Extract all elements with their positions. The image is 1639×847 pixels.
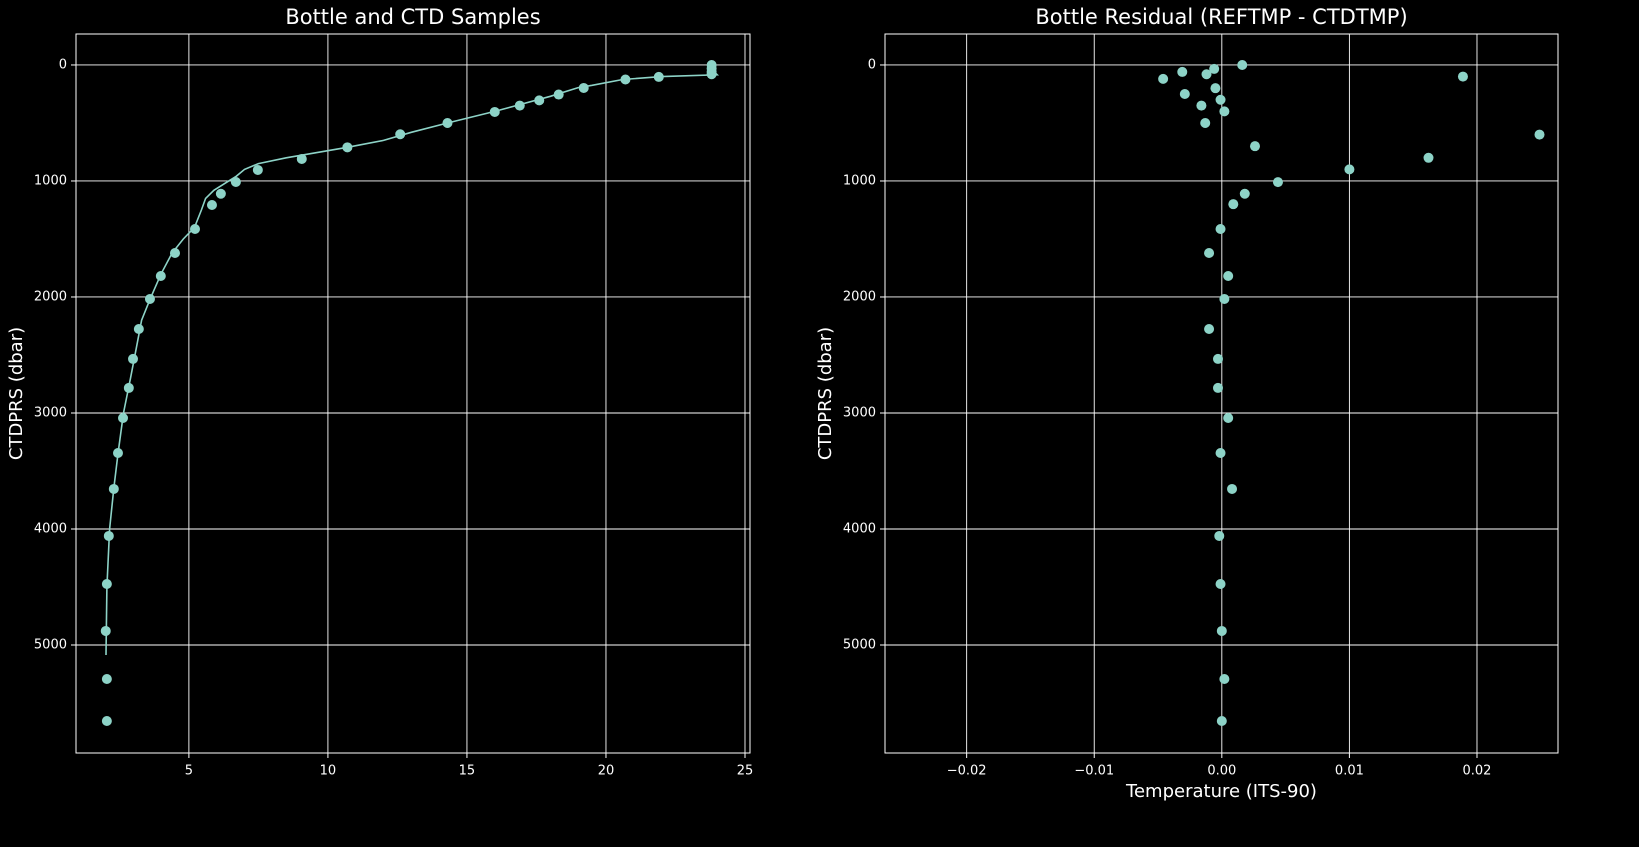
point <box>578 82 589 93</box>
y-tick-label: 5000 <box>34 637 67 652</box>
point <box>1219 293 1230 304</box>
x-tick-label: 15 <box>459 764 476 779</box>
point <box>1227 483 1238 494</box>
point <box>1249 141 1260 152</box>
point <box>1344 164 1355 175</box>
point <box>620 74 631 85</box>
point <box>190 224 201 235</box>
point <box>1219 106 1230 117</box>
point <box>1212 382 1223 393</box>
chart-title: Bottle and CTD Samples <box>285 5 540 29</box>
point <box>1196 100 1207 111</box>
point <box>1204 324 1215 335</box>
point <box>108 483 119 494</box>
point <box>1215 94 1226 105</box>
y-tick-label: 0 <box>59 57 67 72</box>
point <box>103 530 114 541</box>
point <box>1457 71 1468 82</box>
point <box>489 106 500 117</box>
point <box>144 293 155 304</box>
point <box>1210 83 1221 94</box>
point <box>1215 578 1226 589</box>
point <box>1216 715 1227 726</box>
point <box>534 95 545 106</box>
y-axis-label: CTDPRS (dbar) <box>815 327 836 460</box>
y-tick-label: 2000 <box>843 289 876 304</box>
point <box>706 69 717 80</box>
y-tick-label: 5000 <box>843 637 876 652</box>
point <box>101 715 112 726</box>
x-tick-label: 0.00 <box>1207 764 1236 779</box>
point <box>1239 188 1250 199</box>
point <box>1216 625 1227 636</box>
x-tick-label: 25 <box>737 764 754 779</box>
y-tick-label: 3000 <box>843 405 876 420</box>
point <box>1177 66 1188 77</box>
point <box>128 353 139 364</box>
point <box>123 382 134 393</box>
x-axis-label: Temperature (ITS-90) <box>1125 781 1317 802</box>
point <box>1204 248 1215 259</box>
point <box>101 578 112 589</box>
point <box>653 71 664 82</box>
point <box>1423 152 1434 163</box>
point <box>1223 412 1234 423</box>
x-tick-label: 0.02 <box>1463 764 1492 779</box>
point <box>442 117 453 128</box>
y-tick-label: 1000 <box>843 173 876 188</box>
point <box>1214 530 1225 541</box>
point <box>112 448 123 459</box>
point <box>1215 448 1226 459</box>
point <box>117 412 128 423</box>
point <box>206 199 217 210</box>
chart-title: Bottle Residual (REFTMP - CTDTMP) <box>1035 5 1407 29</box>
y-tick-label: 4000 <box>843 521 876 536</box>
y-tick-label: 1000 <box>34 173 67 188</box>
point <box>1209 63 1220 74</box>
y-tick-label: 4000 <box>34 521 67 536</box>
point <box>1272 177 1283 188</box>
x-tick-label: 0.01 <box>1335 764 1364 779</box>
point <box>514 100 525 111</box>
point <box>133 324 144 335</box>
point <box>101 673 112 684</box>
y-axis-label: CTDPRS (dbar) <box>6 327 27 460</box>
point <box>155 270 166 281</box>
point <box>395 129 406 140</box>
x-tick-label: −0.02 <box>947 764 987 779</box>
point <box>1200 117 1211 128</box>
point <box>169 248 180 259</box>
point <box>252 164 263 175</box>
x-tick-label: −0.01 <box>1074 764 1114 779</box>
y-tick-label: 2000 <box>34 289 67 304</box>
point <box>1158 73 1169 84</box>
x-tick-label: 20 <box>598 764 615 779</box>
x-tick-label: 5 <box>185 764 193 779</box>
point <box>230 177 241 188</box>
point <box>1219 673 1230 684</box>
y-tick-label: 3000 <box>34 405 67 420</box>
point <box>100 625 111 636</box>
point <box>1201 69 1212 80</box>
point <box>1179 88 1190 99</box>
point <box>1237 59 1248 70</box>
point <box>1228 199 1239 210</box>
point <box>1215 224 1226 235</box>
point <box>296 153 307 164</box>
point <box>342 142 353 153</box>
point <box>215 188 226 199</box>
y-tick-label: 0 <box>868 57 876 72</box>
point <box>1223 270 1234 281</box>
point <box>1534 129 1545 140</box>
point <box>1212 353 1223 364</box>
x-tick-label: 10 <box>320 764 337 779</box>
plot-frame <box>75 33 751 754</box>
plot-frame <box>884 33 1559 754</box>
point <box>553 89 564 100</box>
